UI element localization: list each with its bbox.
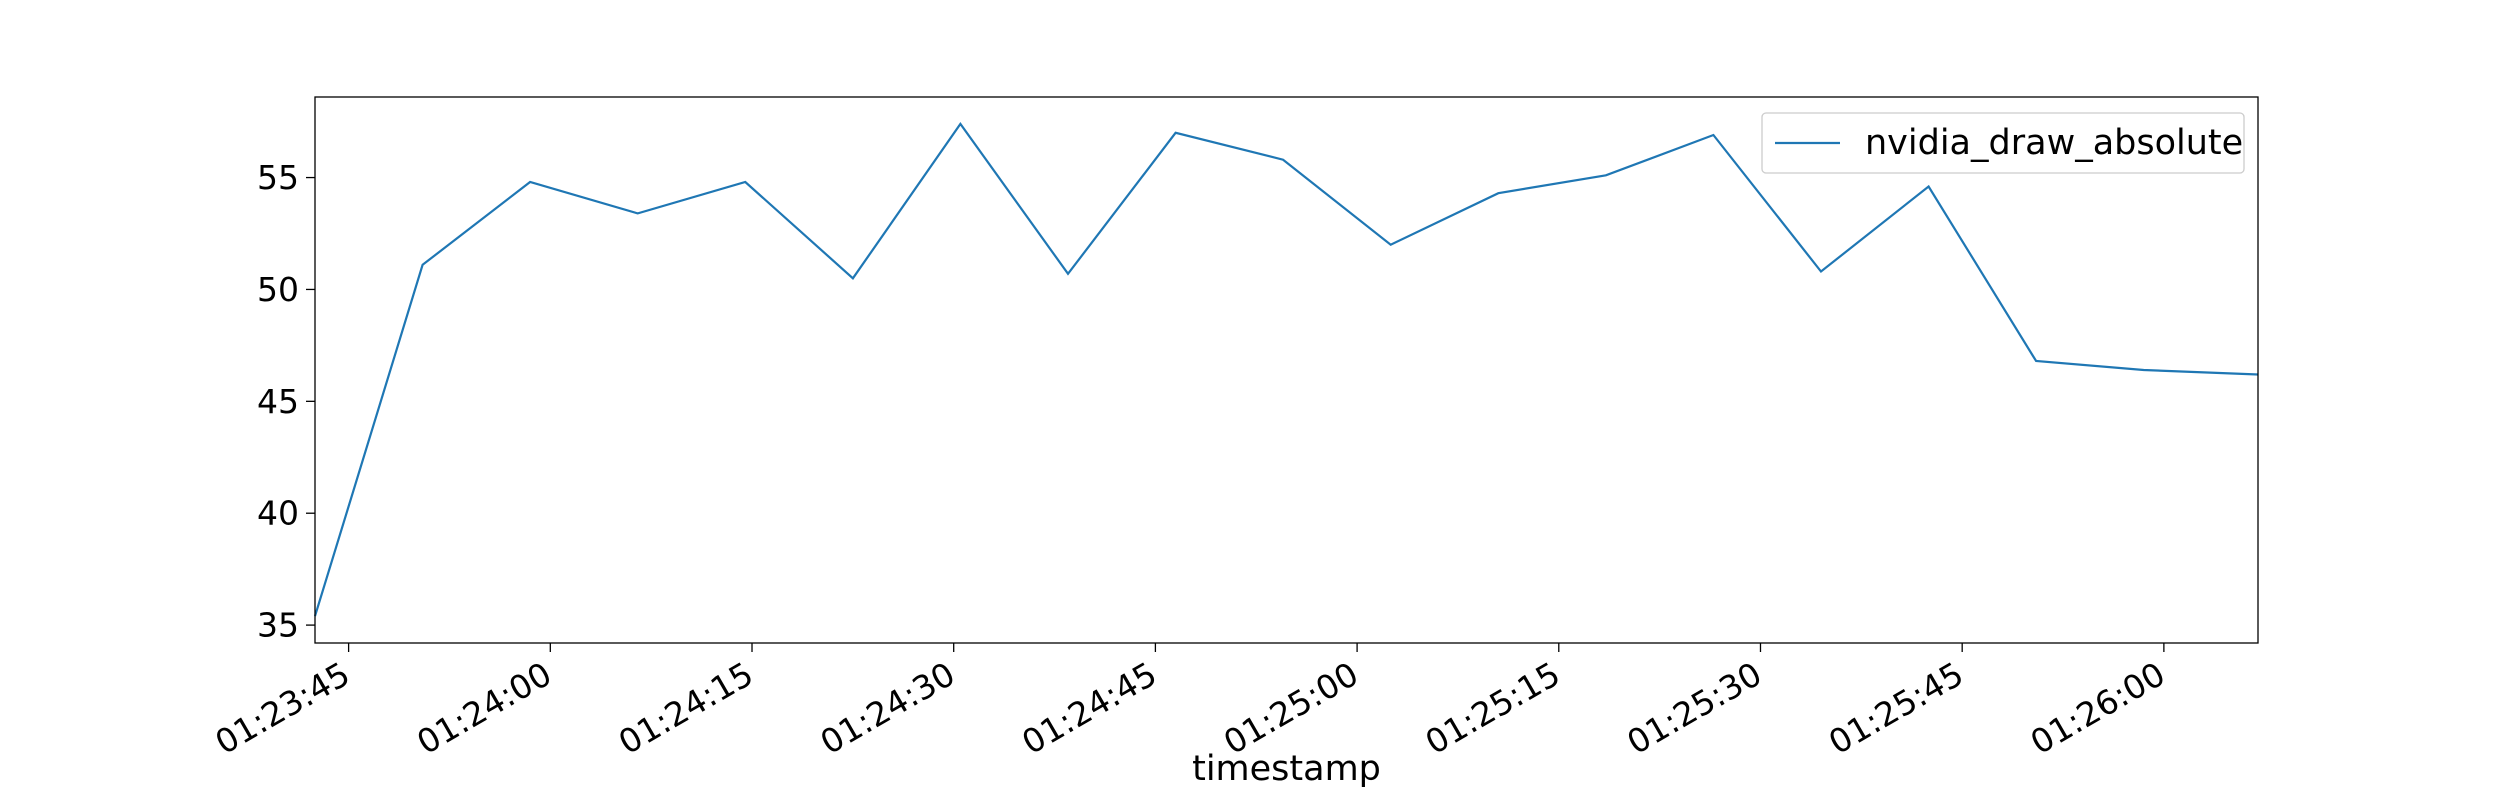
x-tick-label: 01:25:15: [1419, 654, 1567, 762]
x-tick-label: 01:26:00: [2024, 654, 2172, 762]
x-tick-label: 01:25:45: [1822, 654, 1970, 762]
y-tick-label: 55: [257, 158, 299, 197]
legend-box: [1761, 112, 2245, 174]
y-tick-label: 50: [257, 270, 299, 309]
y-tick-label: 45: [257, 382, 299, 421]
axes-frame: [314, 96, 2259, 644]
y-tick-label: 40: [257, 494, 299, 533]
legend: nvidia_draw_absolute: [1761, 112, 2245, 174]
x-tick-label: 01:24:15: [612, 654, 760, 762]
x-tick-label: 01:25:30: [1620, 654, 1768, 762]
x-tick-label: 01:23:45: [209, 654, 357, 762]
x-axis-title: timestamp: [1192, 749, 1381, 789]
plot-area: [313, 121, 2259, 617]
legend-label-nvidia-draw-absolute: nvidia_draw_absolute: [1865, 123, 2243, 163]
x-tick-label: 01:24:30: [814, 654, 962, 762]
x-tick-label: 01:25:00: [1217, 654, 1365, 762]
x-tick-label: 01:24:45: [1015, 654, 1163, 762]
y-axis: 35 40 45 50 55: [257, 158, 315, 645]
y-tick-label: 35: [257, 606, 299, 645]
x-axis: 01:23:45 01:24:00 01:24:15 01:24:30 01:24:45…: [209, 643, 2172, 762]
x-tick-label: 01:24:00: [410, 654, 558, 762]
series-line-nvidia-draw-absolute: [313, 121, 2259, 617]
